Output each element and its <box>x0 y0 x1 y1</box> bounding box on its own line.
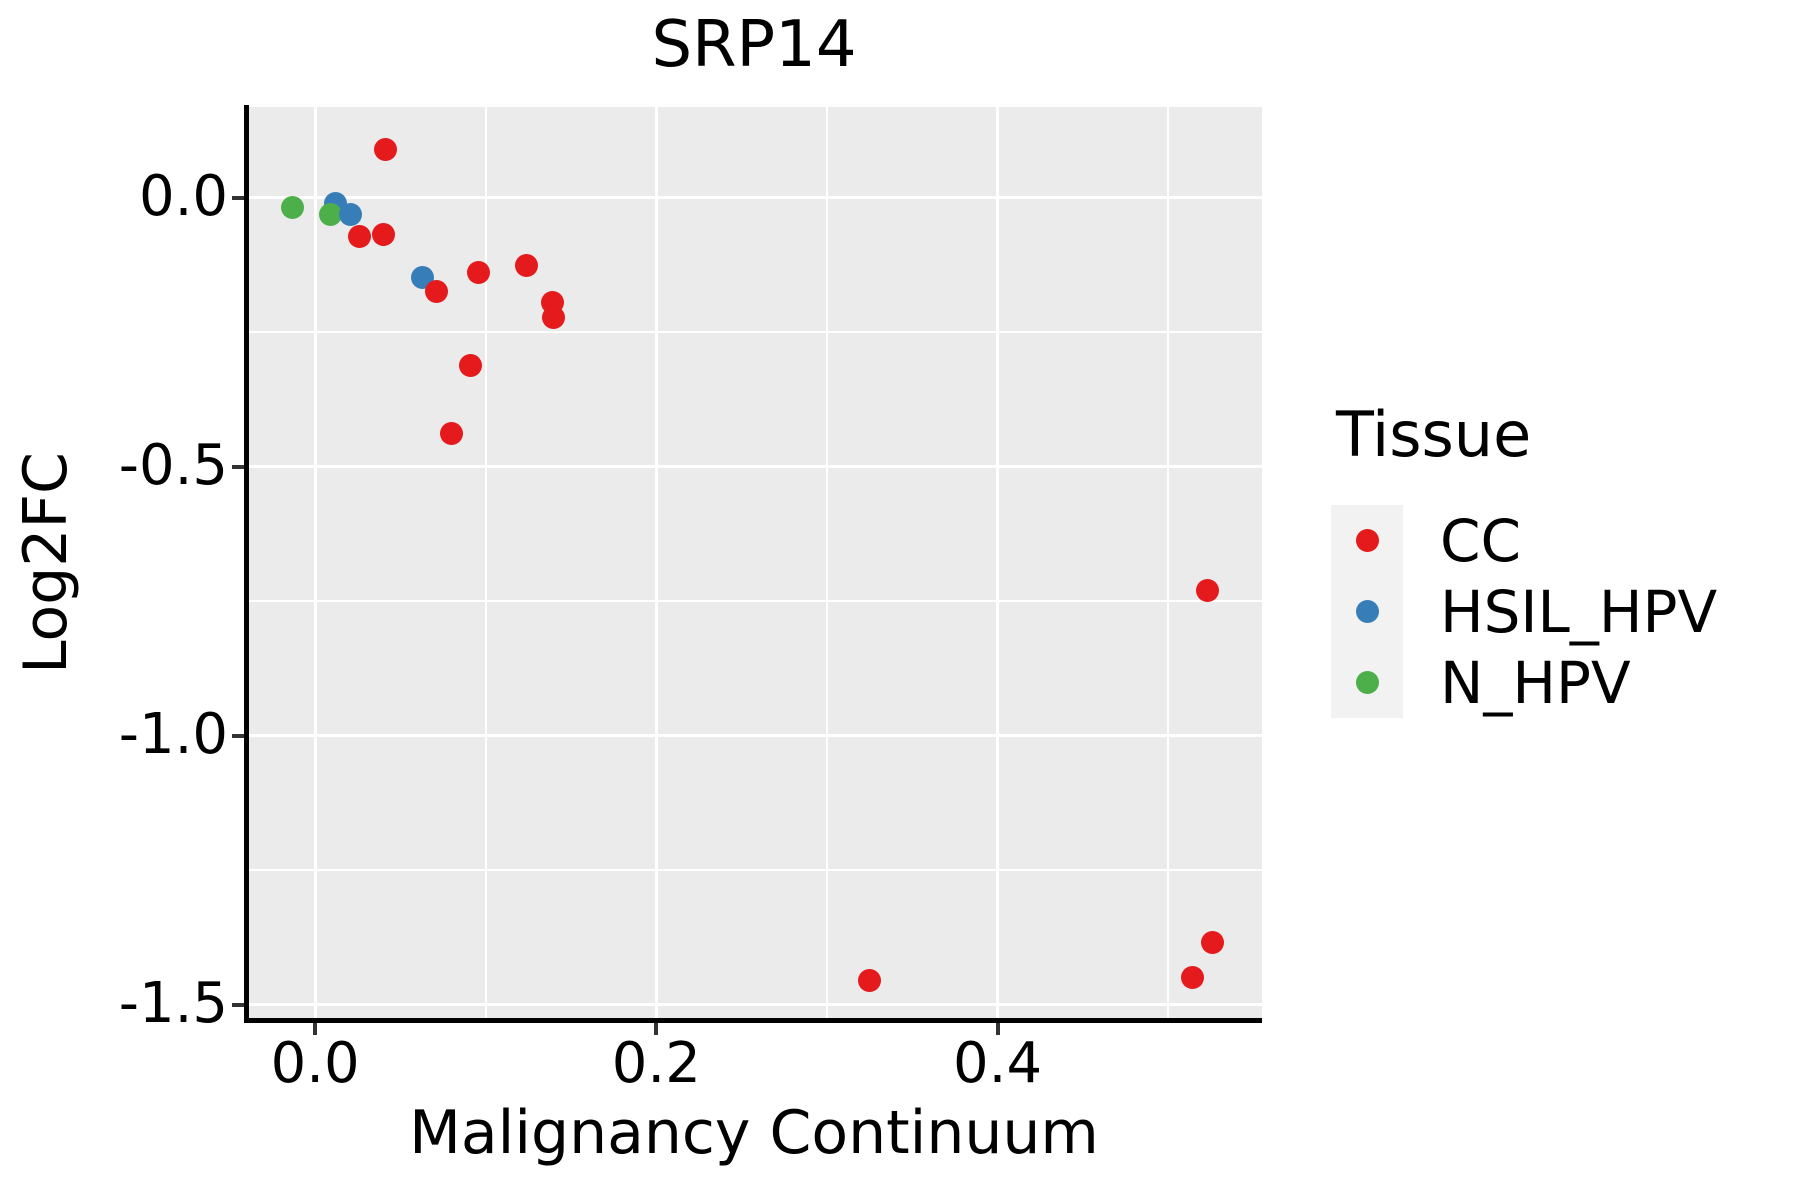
data-point-cc <box>458 354 482 378</box>
y-tick-mark <box>232 195 244 200</box>
y-tick-label: -1.5 <box>118 970 228 1036</box>
x-tick-label: 0.4 <box>953 1031 1043 1096</box>
data-point-cc <box>515 253 539 277</box>
y-tick-mark <box>232 464 244 469</box>
x-major-gridline <box>313 107 317 1020</box>
data-point-cc <box>1180 965 1204 989</box>
data-point-cc <box>858 968 882 992</box>
data-point-n_hpv <box>281 196 305 220</box>
x-tick-mark <box>995 1023 1000 1035</box>
y-major-gridline <box>246 465 1262 469</box>
x-minor-gridline <box>1167 107 1170 1020</box>
y-major-gridline <box>246 734 1262 738</box>
x-major-gridline <box>654 107 658 1020</box>
data-point-hsil_hpv <box>339 203 363 227</box>
data-point-cc <box>347 225 371 249</box>
legend-label: HSIL_HPV <box>1440 577 1718 646</box>
y-minor-gridline <box>246 600 1262 603</box>
legend-point-swatch-icon <box>1355 600 1379 623</box>
x-tick-mark <box>313 1023 318 1035</box>
legend-keys: CC HSIL_HPV N_HPV <box>1331 505 1717 718</box>
data-point-cc <box>467 261 491 285</box>
chart-title: SRP14 <box>651 8 857 82</box>
y-minor-gridline <box>246 869 1262 872</box>
y-axis-line <box>244 105 249 1023</box>
data-point-cc <box>424 280 448 304</box>
plot-panel <box>246 107 1262 1020</box>
legend-key-row-cc: CC <box>1331 505 1717 576</box>
data-point-cc <box>373 138 397 161</box>
y-minor-gridline <box>246 331 1262 334</box>
x-minor-gridline <box>484 107 487 1020</box>
y-major-gridline <box>246 1003 1262 1007</box>
y-tick-label: -0.5 <box>118 432 228 498</box>
y-tick-label: -1.0 <box>118 701 228 767</box>
legend-point-swatch-icon <box>1355 671 1379 694</box>
legend-label: CC <box>1440 506 1521 575</box>
legend-key-box <box>1331 576 1403 647</box>
legend-key-box <box>1331 647 1403 718</box>
x-minor-gridline <box>825 107 828 1020</box>
legend-key-row-hsil_hpv: HSIL_HPV <box>1331 576 1717 647</box>
data-point-cc <box>440 421 464 445</box>
data-point-cc <box>1201 931 1225 955</box>
y-tick-label: 0.0 <box>138 163 228 229</box>
legend-label: N_HPV <box>1440 648 1631 717</box>
data-point-n_hpv <box>318 203 342 227</box>
y-tick-mark <box>232 1002 244 1007</box>
x-tick-mark <box>654 1023 659 1035</box>
x-axis-title: Malignancy Continuum <box>409 1098 1099 1168</box>
x-tick-label: 0.0 <box>270 1031 360 1096</box>
x-axis-line <box>244 1018 1262 1023</box>
data-point-cc <box>371 223 395 246</box>
y-tick-mark <box>232 733 244 738</box>
legend-point-swatch-icon <box>1355 529 1379 552</box>
x-tick-label: 0.2 <box>611 1031 701 1096</box>
legend-title: Tissue <box>1336 398 1532 471</box>
x-major-gridline <box>996 107 1000 1020</box>
legend-key-row-n_hpv: N_HPV <box>1331 647 1717 718</box>
data-point-cc <box>1195 578 1219 602</box>
legend-key-box <box>1331 505 1403 576</box>
y-major-gridline <box>246 196 1262 200</box>
data-point-cc <box>542 305 566 329</box>
